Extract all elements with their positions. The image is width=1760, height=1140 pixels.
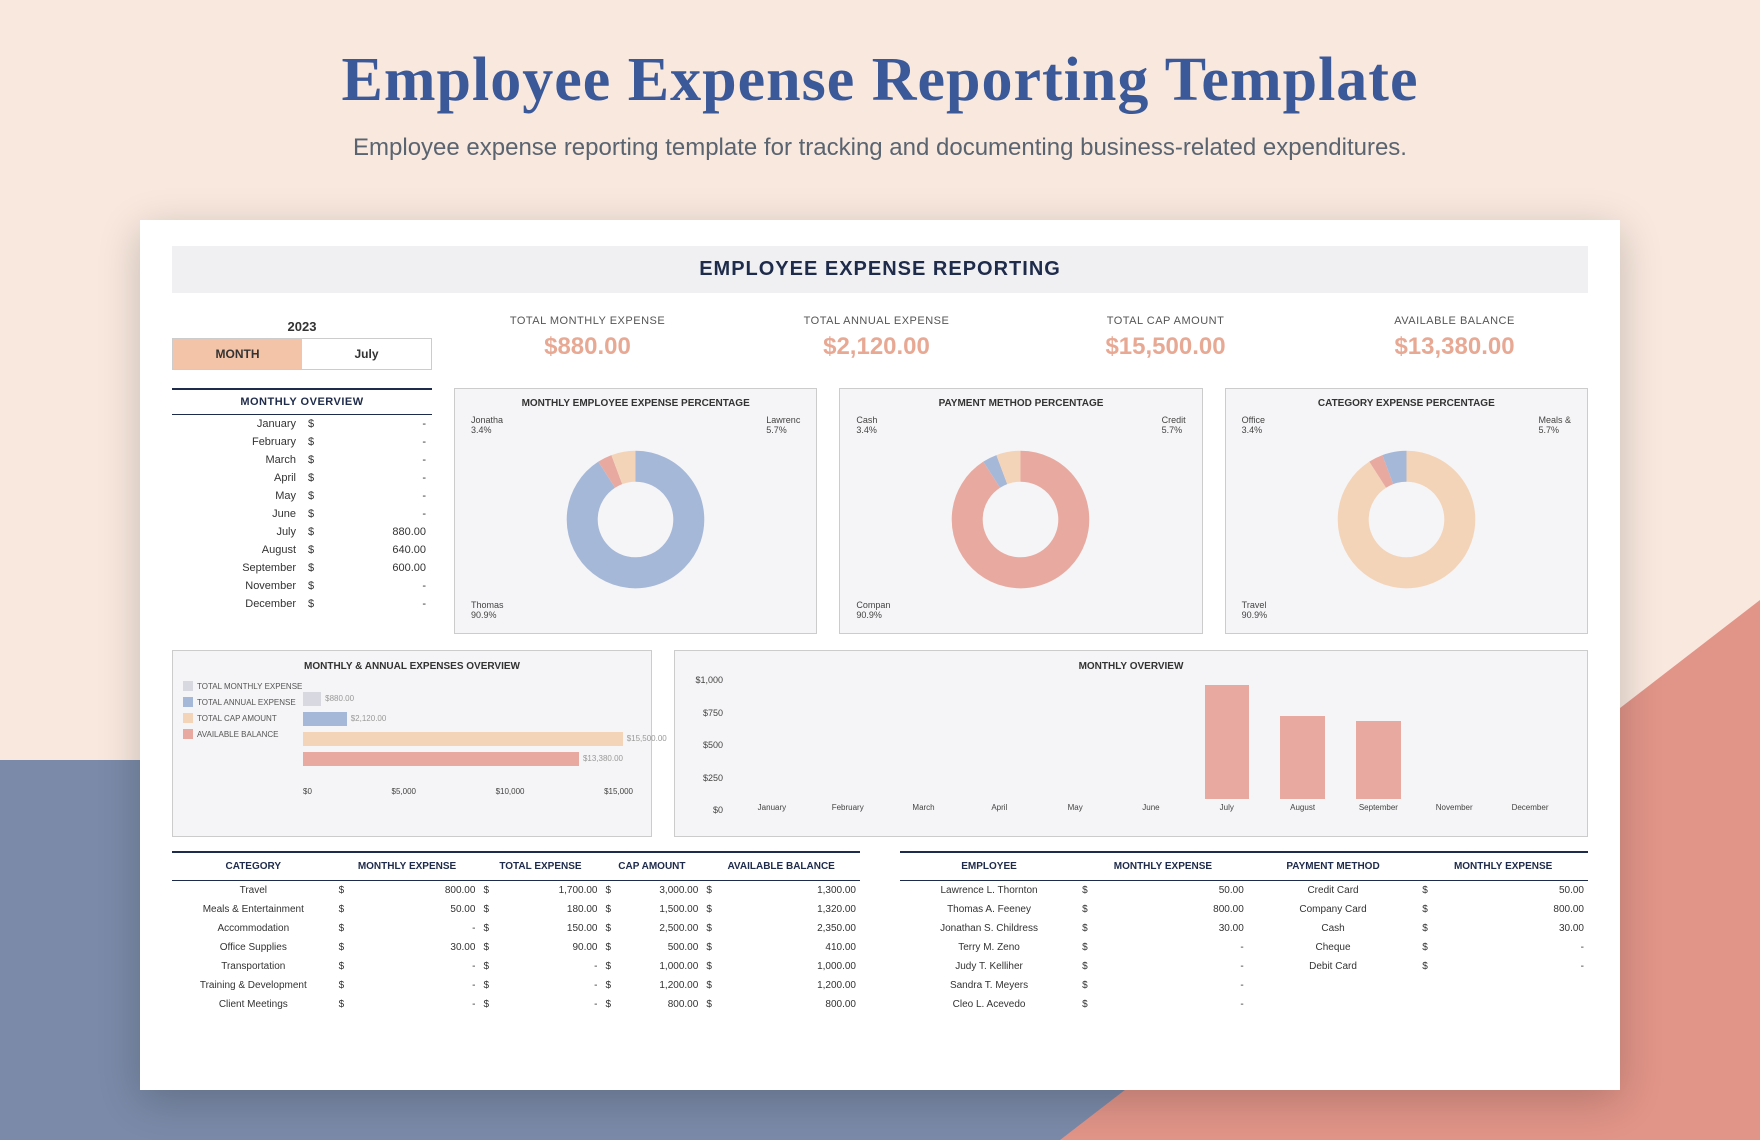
bottom-tables: CATEGORYMONTHLY EXPENSETOTAL EXPENSECAP … xyxy=(172,851,1588,1014)
year-selector: 2023 MONTH July xyxy=(172,315,432,370)
monthly-overview-table: MONTHLY OVERVIEW January$-February$-Marc… xyxy=(172,388,432,634)
mo-month: September xyxy=(172,559,302,577)
monthly-bar-chart: MONTHLY OVERVIEW $1,000$750$500$250$0Jan… xyxy=(674,650,1588,837)
dashboard-card: EMPLOYEE EXPENSE REPORTING 2023 MONTH Ju… xyxy=(140,220,1620,1090)
stat-cap: TOTAL CAP AMOUNT $15,500.00 xyxy=(1032,315,1299,361)
mo-value: - xyxy=(328,433,432,451)
banner-title: EMPLOYEE EXPENSE REPORTING xyxy=(172,246,1588,293)
mo-month: November xyxy=(172,577,302,595)
mo-value: - xyxy=(328,595,432,613)
mo-month: May xyxy=(172,487,302,505)
mo-value: - xyxy=(328,451,432,469)
mo-month: June xyxy=(172,505,302,523)
donut-employee: MONTHLY EMPLOYEE EXPENSE PERCENTAGE Thom… xyxy=(454,388,817,634)
lower-charts: MONTHLY & ANNUAL EXPENSES OVERVIEW TOTAL… xyxy=(172,650,1588,837)
year-label: 2023 xyxy=(172,315,432,338)
month-value[interactable]: July xyxy=(302,339,431,369)
donut-payment: PAYMENT METHOD PERCENTAGE Compan90.9%Cas… xyxy=(839,388,1202,634)
mo-bar xyxy=(1205,685,1249,799)
mo-month: July xyxy=(172,523,302,541)
mo-value: - xyxy=(328,577,432,595)
month-selector[interactable]: MONTH July xyxy=(172,338,432,370)
mo-month: February xyxy=(172,433,302,451)
mo-value: - xyxy=(328,469,432,487)
mo-month: August xyxy=(172,541,302,559)
mo-month: April xyxy=(172,469,302,487)
mo-bar xyxy=(1356,721,1400,799)
hero: Employee Expense Reporting Template Empl… xyxy=(0,0,1760,162)
mid-row: MONTHLY OVERVIEW January$-February$-Marc… xyxy=(172,388,1588,634)
donut-category: CATEGORY EXPENSE PERCENTAGE Travel90.9%O… xyxy=(1225,388,1588,634)
employee-table: EMPLOYEEMONTHLY EXPENSEPAYMENT METHODMON… xyxy=(900,851,1588,1014)
mo-value: - xyxy=(328,505,432,523)
mo-value: - xyxy=(328,415,432,433)
mo-bar xyxy=(1280,716,1324,799)
mo-month: January xyxy=(172,415,302,433)
mo-value: 640.00 xyxy=(328,541,432,559)
mo-value: 600.00 xyxy=(328,559,432,577)
stat-monthly: TOTAL MONTHLY EXPENSE $880.00 xyxy=(454,315,721,361)
mo-month: March xyxy=(172,451,302,469)
mo-value: 880.00 xyxy=(328,523,432,541)
page-title: Employee Expense Reporting Template xyxy=(0,45,1760,116)
page-subtitle: Employee expense reporting template for … xyxy=(0,134,1760,162)
category-table: CATEGORYMONTHLY EXPENSETOTAL EXPENSECAP … xyxy=(172,851,860,1014)
stat-balance: AVAILABLE BALANCE $13,380.00 xyxy=(1321,315,1588,361)
stat-annual: TOTAL ANNUAL EXPENSE $2,120.00 xyxy=(743,315,1010,361)
month-key: MONTH xyxy=(173,339,302,369)
top-stats-row: 2023 MONTH July TOTAL MONTHLY EXPENSE $8… xyxy=(172,315,1588,370)
mo-month: December xyxy=(172,595,302,613)
mo-value: - xyxy=(328,487,432,505)
hbar-chart: MONTHLY & ANNUAL EXPENSES OVERVIEW TOTAL… xyxy=(172,650,652,837)
